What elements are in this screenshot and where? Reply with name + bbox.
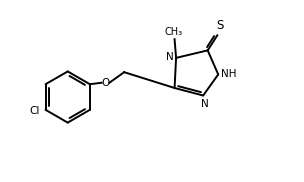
Text: N: N <box>201 99 209 109</box>
Text: NH: NH <box>221 70 237 80</box>
Text: N: N <box>166 52 174 62</box>
Text: S: S <box>216 19 223 32</box>
Text: CH₃: CH₃ <box>164 27 182 37</box>
Text: Cl: Cl <box>30 106 40 116</box>
Text: O: O <box>102 78 110 88</box>
